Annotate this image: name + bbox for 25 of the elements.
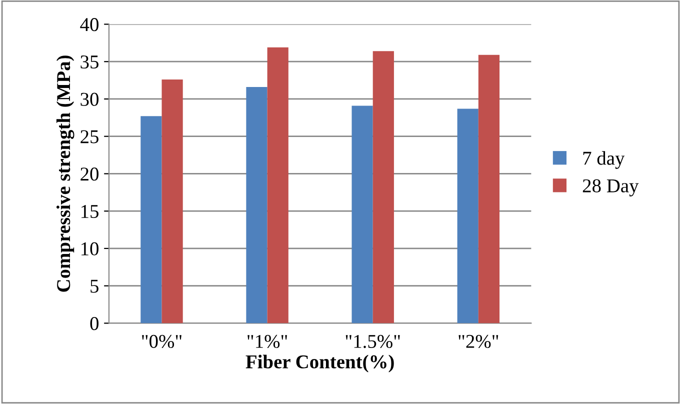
y-tick-label: 40 [80, 18, 98, 32]
y-axis-title: Compressive strength (MPa) [56, 56, 74, 292]
x-tick-label: "0%" [142, 334, 182, 348]
y-tick-label: 35 [80, 55, 98, 69]
y-tick-label: 15 [82, 205, 98, 218]
y-tick-label: 25 [80, 130, 98, 144]
legend-label: 7 day [583, 151, 625, 169]
bar [162, 80, 183, 324]
y-tick-label: 5 [90, 280, 98, 293]
y-tick-label: 10 [82, 242, 98, 256]
bar [478, 54, 500, 324]
bar [140, 116, 162, 324]
legend-label: 28 Day [582, 179, 639, 196]
y-tick-label: 0 [90, 317, 98, 330]
y-tick-label: 20 [80, 168, 98, 181]
x-tick-label: "1.5%" [346, 334, 400, 348]
y-tick-label: 30 [80, 92, 98, 106]
bar [246, 87, 268, 324]
bar [267, 47, 288, 324]
bar [457, 108, 478, 324]
bar [352, 106, 373, 324]
bar [372, 51, 394, 324]
x-tick-label: "2%" [458, 334, 498, 348]
x-axis-title: Fiber Content(%) [246, 354, 394, 372]
x-tick-label: "1%" [248, 334, 287, 348]
